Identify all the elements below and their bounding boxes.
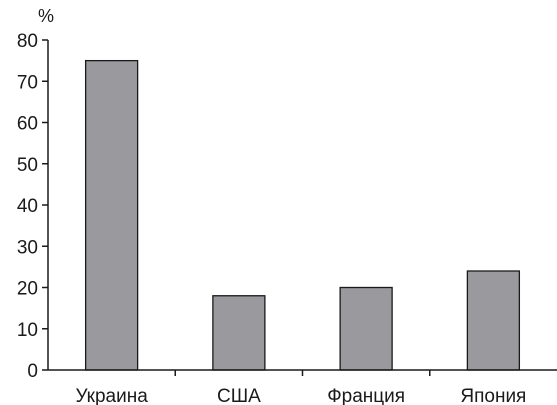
y-tick-label: 20 [17, 279, 38, 300]
x-categories-group: Украина США Франция Япония [75, 386, 526, 405]
bar [466, 270, 521, 371]
y-tick-label: 10 [17, 320, 38, 341]
y-tick-label: 70 [17, 72, 38, 93]
y-axis-unit-label: % [38, 6, 54, 26]
x-category-label: Франция [327, 386, 405, 405]
bar [339, 286, 393, 371]
y-tick-label: 60 [17, 114, 38, 135]
y-tick-label: 40 [17, 196, 38, 217]
x-category-label: Украина [75, 386, 148, 405]
y-tick-label: 80 [17, 31, 38, 52]
y-ticks-group: 0 10 20 30 40 50 60 70 80 [17, 31, 48, 382]
bars-group [84, 59, 521, 371]
y-tick-label: 30 [17, 237, 38, 258]
y-tick-label: 50 [17, 155, 38, 176]
bar [84, 59, 139, 371]
y-tick-label: 0 [27, 361, 38, 382]
x-category-label: США [217, 386, 261, 405]
x-category-label: Япония [460, 386, 526, 405]
bar [212, 295, 266, 371]
